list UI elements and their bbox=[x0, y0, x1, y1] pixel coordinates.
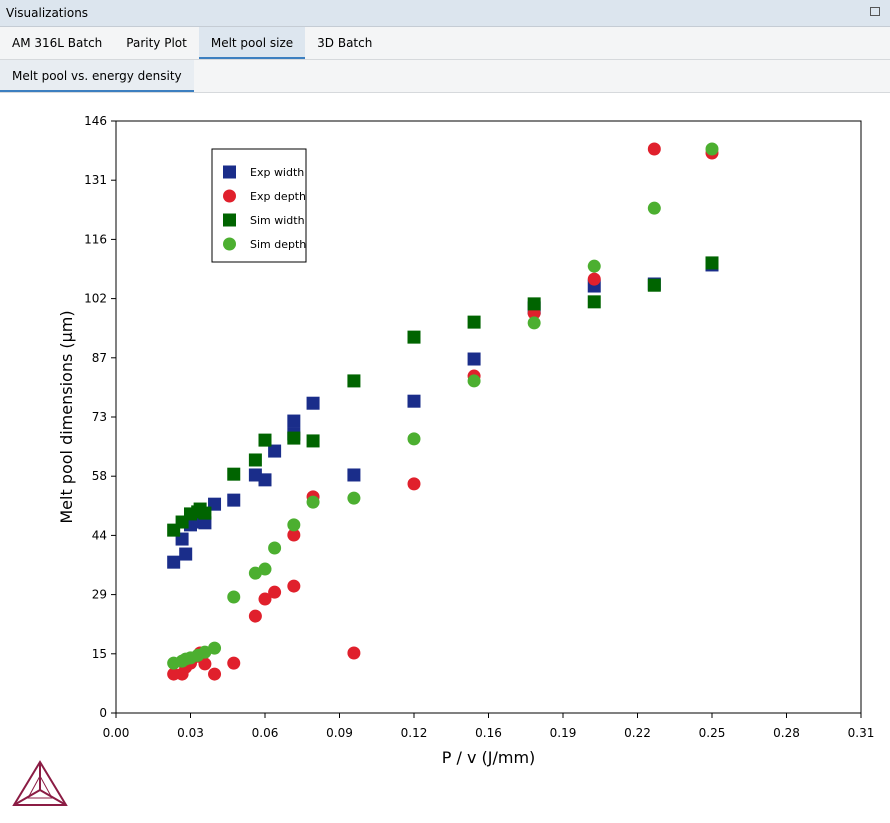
marker-square bbox=[587, 295, 601, 309]
x-tick-label: 0.00 bbox=[103, 726, 130, 740]
tab[interactable]: Melt pool size bbox=[198, 27, 306, 59]
y-tick-label: 131 bbox=[84, 173, 107, 187]
x-tick-label: 0.16 bbox=[475, 726, 502, 740]
legend-marker bbox=[223, 237, 236, 251]
marker-circle bbox=[287, 528, 301, 542]
y-tick-label: 44 bbox=[92, 528, 107, 542]
legend-marker bbox=[223, 213, 236, 227]
tab[interactable]: 3D Batch bbox=[317, 36, 373, 50]
marker-square bbox=[347, 468, 361, 482]
x-tick-label: 0.31 bbox=[848, 726, 875, 740]
y-tick-label: 29 bbox=[92, 588, 107, 602]
legend-marker bbox=[223, 165, 236, 179]
marker-square bbox=[258, 433, 272, 447]
marker-square bbox=[347, 374, 361, 388]
marker-square bbox=[527, 297, 541, 311]
tab-bar: AM 316L Batch Parity Plot Melt pool size 3D… bbox=[0, 27, 890, 60]
y-tick-label: 15 bbox=[92, 647, 107, 661]
marker-circle bbox=[198, 657, 212, 671]
marker-circle bbox=[258, 562, 272, 576]
marker-square bbox=[306, 396, 320, 410]
marker-circle bbox=[287, 518, 301, 532]
x-tick-label: 0.22 bbox=[624, 726, 651, 740]
panel-title: Visualizations bbox=[6, 6, 89, 20]
marker-circle bbox=[587, 259, 601, 273]
marker-square bbox=[167, 555, 181, 569]
x-axis-label: P / v (J/mm) bbox=[442, 748, 536, 767]
marker-circle bbox=[347, 491, 361, 505]
marker-circle bbox=[407, 477, 421, 491]
marker-square bbox=[306, 434, 320, 448]
marker-circle bbox=[705, 142, 719, 156]
x-tick-label: 0.03 bbox=[177, 726, 204, 740]
y-tick-label: 73 bbox=[92, 410, 107, 424]
x-tick-label: 0.19 bbox=[550, 726, 577, 740]
marker-circle bbox=[407, 432, 421, 446]
x-tick-label: 0.25 bbox=[699, 726, 726, 740]
marker-square bbox=[705, 256, 719, 270]
marker-square bbox=[467, 315, 481, 329]
x-tick-label: 0.09 bbox=[326, 726, 353, 740]
legend-label: Sim depth bbox=[250, 238, 306, 251]
y-tick-label: 58 bbox=[92, 469, 107, 483]
y-tick-label: 116 bbox=[84, 232, 107, 246]
logo bbox=[12, 760, 68, 806]
y-tick-label: 87 bbox=[92, 351, 107, 365]
marker-circle bbox=[208, 667, 222, 681]
marker-square bbox=[248, 453, 262, 467]
marker-circle bbox=[268, 585, 282, 599]
marker-square bbox=[179, 547, 193, 561]
restore-button[interactable] bbox=[870, 7, 880, 16]
subtab[interactable]: Melt pool vs. energy density bbox=[0, 60, 194, 92]
legend-marker bbox=[223, 189, 236, 203]
marker-square bbox=[467, 352, 481, 366]
y-tick-label: 146 bbox=[84, 114, 107, 128]
legend-label: Exp width bbox=[250, 166, 304, 179]
marker-circle bbox=[527, 316, 541, 330]
marker-circle bbox=[647, 201, 661, 215]
marker-circle bbox=[258, 592, 272, 606]
marker-circle bbox=[287, 579, 301, 593]
marker-circle bbox=[647, 142, 661, 156]
marker-square bbox=[287, 431, 301, 445]
marker-square bbox=[268, 444, 282, 458]
x-tick-label: 0.28 bbox=[773, 726, 800, 740]
marker-circle bbox=[248, 609, 262, 623]
x-tick-label: 0.12 bbox=[401, 726, 428, 740]
marker-square bbox=[258, 473, 272, 487]
marker-square bbox=[227, 493, 241, 507]
x-tick-label: 0.06 bbox=[252, 726, 279, 740]
marker-square bbox=[198, 506, 212, 520]
marker-square bbox=[647, 278, 661, 292]
marker-square bbox=[227, 467, 241, 481]
panel-header: Visualizations bbox=[0, 0, 890, 27]
marker-square bbox=[407, 330, 421, 344]
legend-label: Sim width bbox=[250, 214, 305, 227]
marker-circle bbox=[227, 656, 241, 670]
y-tick-label: 102 bbox=[84, 292, 107, 306]
marker-square bbox=[287, 414, 301, 428]
marker-circle bbox=[268, 541, 282, 555]
subtab-bar: Melt pool vs. energy density bbox=[0, 60, 890, 93]
marker-circle bbox=[306, 495, 320, 509]
tab[interactable]: AM 316L Batch bbox=[12, 36, 103, 50]
y-axis-label: Melt pool dimensions (µm) bbox=[57, 310, 76, 523]
y-tick-label: 0 bbox=[99, 706, 107, 720]
marker-circle bbox=[587, 272, 601, 286]
legend-label: Exp depth bbox=[250, 190, 306, 203]
marker-circle bbox=[467, 374, 481, 388]
marker-square bbox=[407, 394, 421, 408]
tab[interactable]: Parity Plot bbox=[126, 36, 187, 50]
marker-circle bbox=[227, 590, 241, 604]
marker-circle bbox=[208, 641, 222, 655]
marker-circle bbox=[347, 646, 361, 660]
legend: Exp width Exp depth Sim width Sim depth bbox=[211, 148, 307, 263]
